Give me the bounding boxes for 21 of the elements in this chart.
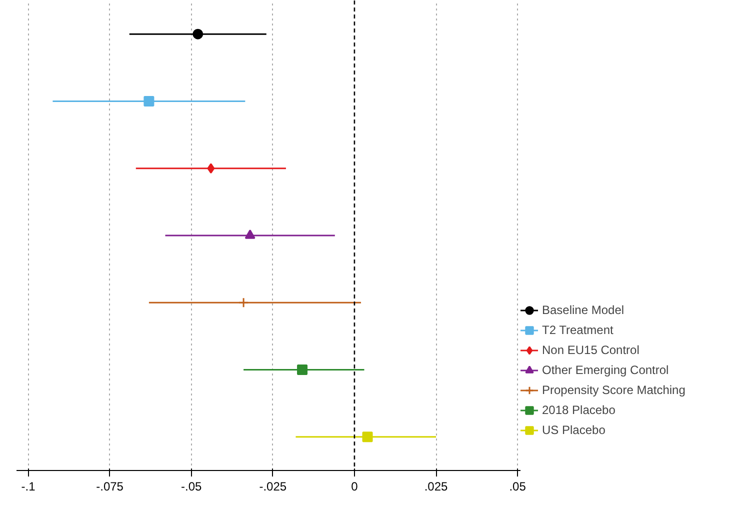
point xyxy=(238,297,249,308)
x-tick-label: -.025 xyxy=(259,480,287,494)
legend-label: Non EU15 Control xyxy=(542,343,640,357)
point xyxy=(207,163,215,174)
point xyxy=(362,432,373,442)
legend-label: T2 Treatment xyxy=(542,323,614,337)
legend-label: Other Emerging Control xyxy=(542,363,669,377)
legend-label: 2018 Placebo xyxy=(542,403,616,417)
point xyxy=(297,364,308,376)
legend-label: Propensity Score Matching xyxy=(542,383,686,397)
x-tick-label: -.1 xyxy=(21,480,36,494)
x-tick-label: .025 xyxy=(424,480,448,494)
legend-label: US Placebo xyxy=(542,423,606,437)
x-tick-label: -.075 xyxy=(96,480,124,494)
point xyxy=(192,28,204,40)
x-tick-label: 0 xyxy=(351,480,358,494)
x-tick-label: -.05 xyxy=(181,480,202,494)
point xyxy=(144,96,154,106)
point xyxy=(244,230,256,239)
x-tick-label: .05 xyxy=(509,480,526,494)
legend-label: Baseline Model xyxy=(542,303,624,317)
